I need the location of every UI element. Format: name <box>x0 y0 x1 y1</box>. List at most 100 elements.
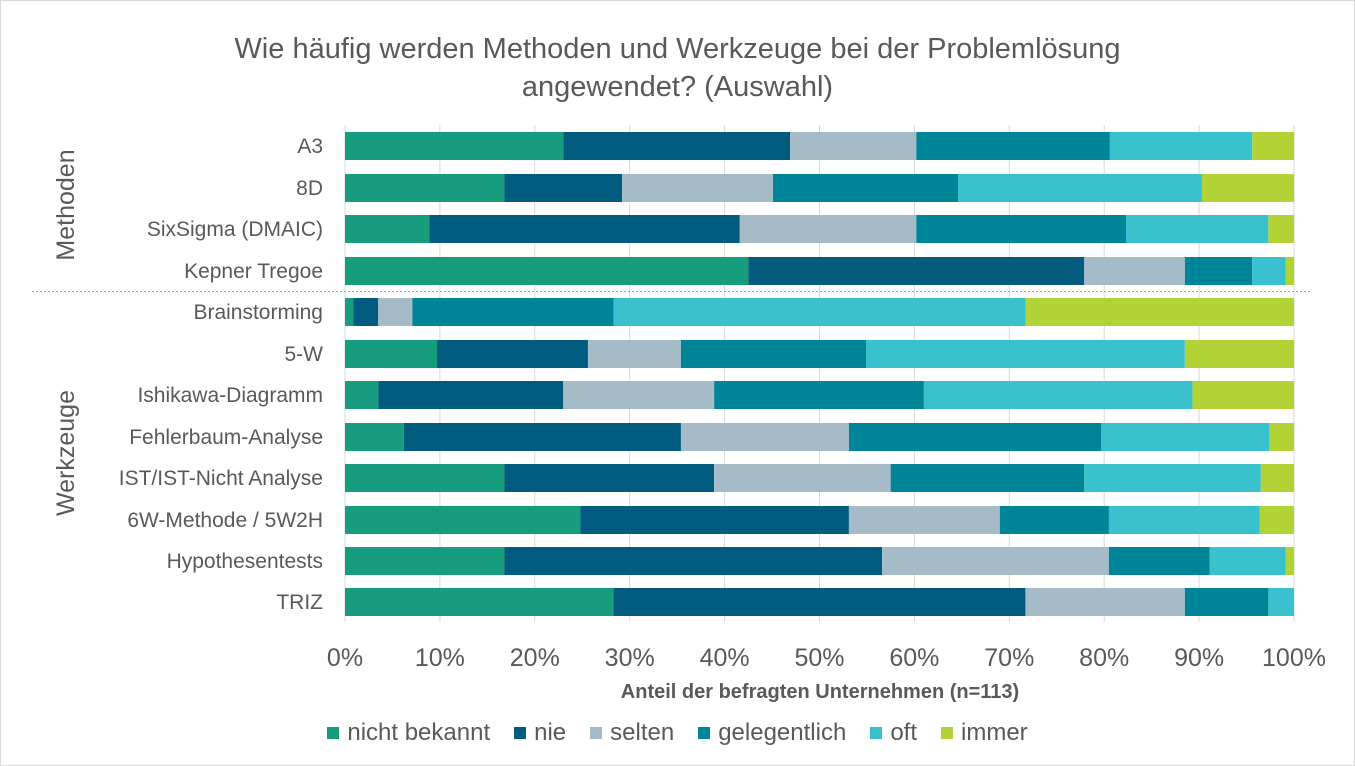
x-tick-label: 20% <box>510 644 560 672</box>
legend-item: nicht bekannt <box>327 719 490 747</box>
category-label: 8D <box>296 177 323 200</box>
bar-segment <box>1209 547 1286 575</box>
x-tick-label: 90% <box>1174 644 1224 672</box>
category-labels: A3 8D SixSigma (DMAIC) Kepner Tregoe Brainst… <box>119 135 323 614</box>
legend-label: nie <box>534 719 567 746</box>
bar-segment <box>504 174 623 202</box>
legend-swatch <box>590 727 603 739</box>
bar-segment <box>437 340 588 368</box>
bar-segment <box>345 340 438 368</box>
bar-segment <box>923 381 1193 409</box>
legend-swatch <box>870 727 883 739</box>
group-labels: Methoden Werkzeuge <box>52 149 80 516</box>
category-label: A3 <box>297 135 323 158</box>
legend-swatch <box>941 727 953 739</box>
bar-segment <box>345 132 564 160</box>
x-tick-label: 80% <box>1079 644 1129 672</box>
legend-swatch <box>514 727 527 739</box>
category-label: Fehlerbaum-Analyse <box>129 426 323 449</box>
bar-segment <box>378 298 413 326</box>
bar-segment <box>403 423 681 451</box>
bar-segment <box>1184 588 1269 616</box>
bar-segment <box>680 423 849 451</box>
legend-label: gelegentlich <box>718 719 847 746</box>
chart-title: Wie häufig werden Methoden und Werkzeuge… <box>234 33 1121 103</box>
bar-segment <box>429 215 740 243</box>
bar-segment <box>1268 588 1294 616</box>
bar-segment <box>1025 298 1294 326</box>
bar-segment <box>345 298 354 326</box>
bar-segment <box>1184 257 1253 285</box>
bar-segment <box>882 547 1109 575</box>
bar-segment <box>1268 215 1294 243</box>
bar-segment <box>1192 381 1294 409</box>
bar-segment <box>866 340 1185 368</box>
bar-segment <box>1108 506 1260 534</box>
bar-segment <box>1084 257 1185 285</box>
bar-segment <box>504 547 883 575</box>
bar-segment <box>1109 132 1253 160</box>
x-tick-labels: 0% 10% 20% 30% 40% 50% 60% 70% 80% 90% 100% <box>327 644 1326 672</box>
bar-segment <box>563 381 715 409</box>
bar-segment <box>1259 506 1294 534</box>
bar-segment <box>714 464 891 492</box>
legend-label: immer <box>961 719 1028 746</box>
gridlines <box>32 125 1310 622</box>
bar-segment <box>772 174 959 202</box>
category-label: SixSigma (DMAIC) <box>147 218 323 241</box>
bar-segment <box>1126 215 1269 243</box>
x-axis-title: Anteil der befragten Unternehmen (n=113) <box>620 681 1020 703</box>
legend-label: selten <box>610 719 675 746</box>
x-tick-label: 100% <box>1262 644 1326 672</box>
x-tick-label: 60% <box>889 644 939 672</box>
bar-segment <box>999 506 1109 534</box>
legend-item: nie <box>514 719 566 747</box>
legend-label: nicht bekannt <box>347 719 491 746</box>
legend-label: oft <box>890 719 917 746</box>
bar-segment <box>504 464 715 492</box>
x-tick-label: 10% <box>415 644 465 672</box>
bar-segment <box>412 298 614 326</box>
bar-segment <box>958 174 1202 202</box>
bar-segment <box>345 464 505 492</box>
bar-segment <box>345 423 404 451</box>
category-label: TRIZ <box>276 591 323 614</box>
bar-segment <box>1285 547 1294 575</box>
legend-item: selten <box>590 719 674 747</box>
legend-swatch <box>327 727 340 739</box>
x-tick-label: 50% <box>794 644 844 672</box>
bar-segment <box>1252 132 1294 160</box>
legend: nicht bekannt nie selten gelegentlich oft imm… <box>0 719 1355 747</box>
x-tick-label: 30% <box>605 644 655 672</box>
bar-segment <box>848 506 1000 534</box>
bar-segment <box>613 298 1026 326</box>
bar-segment <box>587 340 681 368</box>
bar-segment <box>890 464 1085 492</box>
bar-segment <box>563 132 791 160</box>
bar-segment <box>1084 464 1261 492</box>
bar-segment <box>714 381 924 409</box>
category-label: IST/IST-Nicht Analyse <box>119 467 323 490</box>
bar-segment <box>345 381 379 409</box>
bar-segment <box>680 340 867 368</box>
legend-item: gelegentlich <box>698 719 846 747</box>
bar-segment <box>1269 423 1294 451</box>
bar-segment <box>345 547 505 575</box>
bar-segment <box>345 506 581 534</box>
bar-segment <box>748 257 1085 285</box>
bar-segment <box>345 257 749 285</box>
category-label: 5-W <box>285 343 324 366</box>
group-label: Methoden <box>52 149 80 260</box>
category-label: 6W-Methode / 5W2H <box>127 509 323 532</box>
bar-segment <box>1252 257 1286 285</box>
bar-segment <box>848 423 1102 451</box>
bar-segment <box>1025 588 1185 616</box>
bar-segment <box>739 215 917 243</box>
category-label: Hypothesentests <box>167 550 323 573</box>
legend-item: oft <box>870 719 917 747</box>
bars <box>345 132 1294 616</box>
x-tick-label: 40% <box>700 644 750 672</box>
bar-segment <box>622 174 773 202</box>
category-label: Ishikawa-Diagramm <box>137 384 323 407</box>
